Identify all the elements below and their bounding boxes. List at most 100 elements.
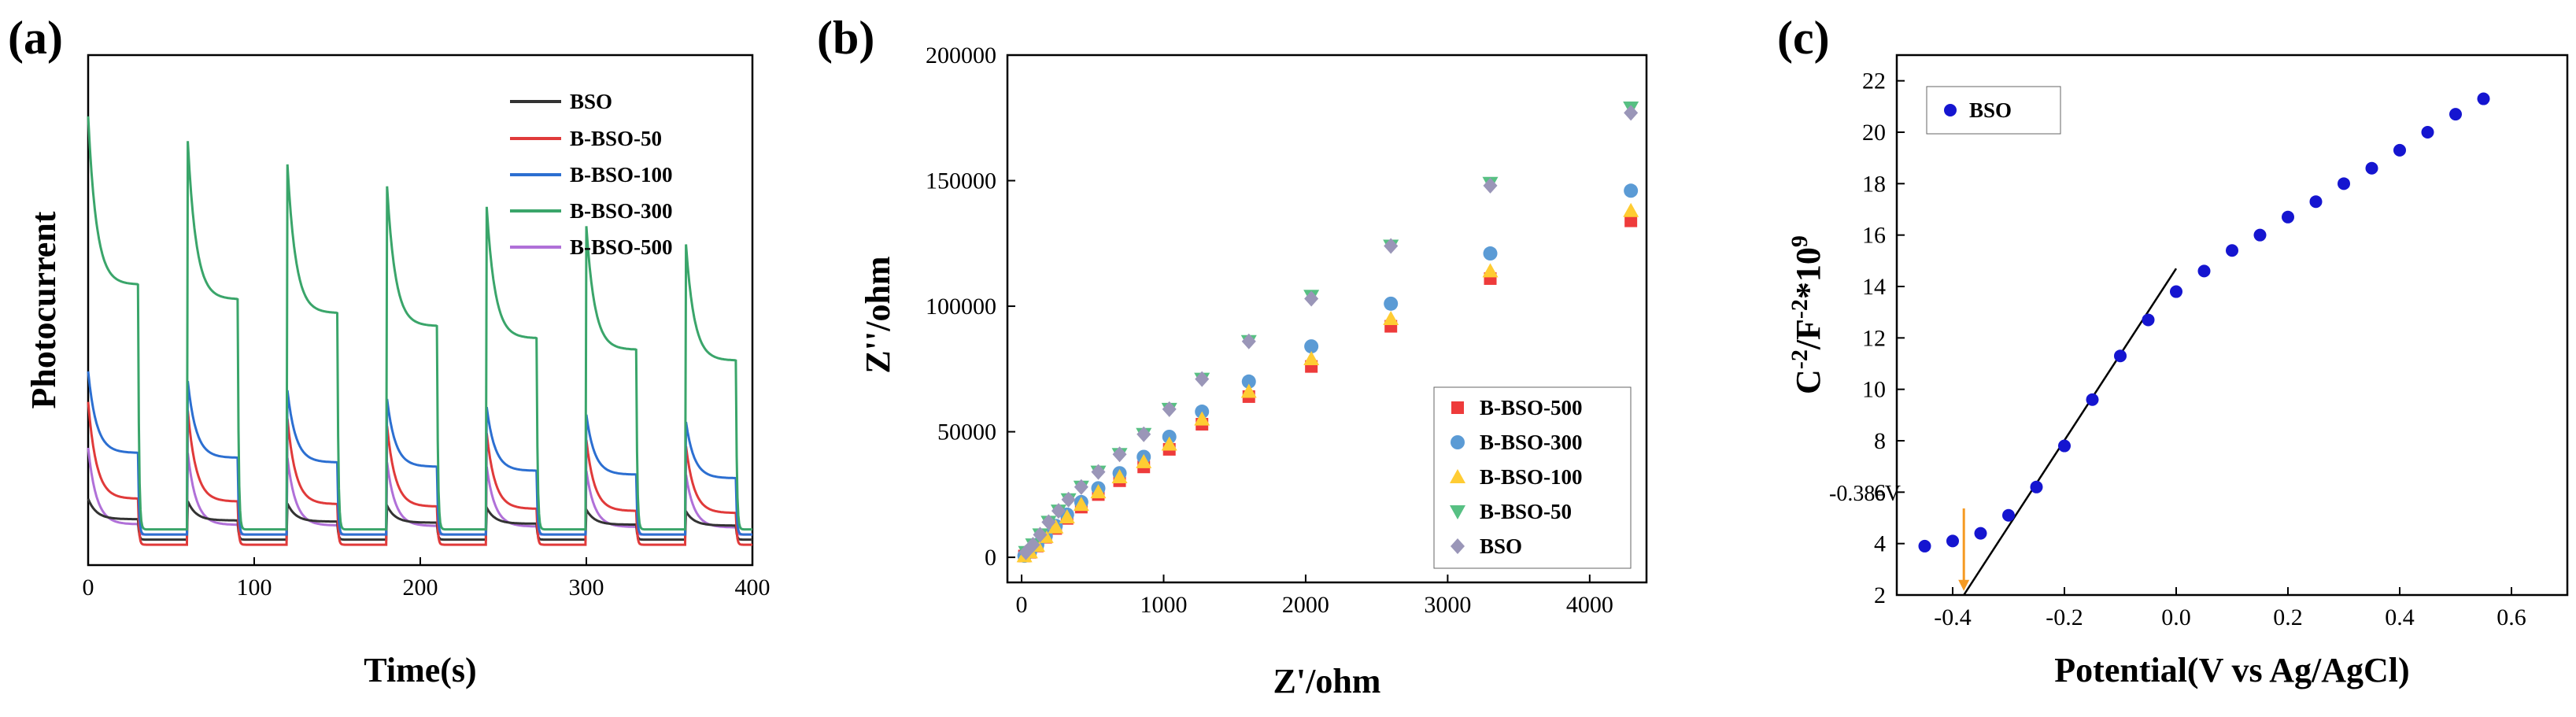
x-tick-label-b: 1000 — [1140, 592, 1187, 618]
x-tick-label-b: 0 — [1016, 592, 1028, 618]
point-bso — [2449, 108, 2462, 121]
ylabel-c-exp2: -2 — [1787, 299, 1813, 319]
y-tick-label-c: 14 — [1862, 274, 1886, 300]
legend-b-glyph-b-bso-500 — [1451, 401, 1464, 414]
legend-a-label-bso: BSO — [570, 90, 612, 113]
point-b-bso-100 — [1136, 453, 1152, 468]
y-tick-label-b: 50000 — [937, 419, 996, 445]
panel-a-letter: (a) — [8, 12, 63, 64]
y-tick-label-c: 12 — [1862, 325, 1886, 351]
point-bso — [1074, 479, 1088, 495]
y-tick-label-b: 100000 — [926, 294, 996, 320]
flatband-arrow — [1958, 508, 1970, 591]
legend-a-label-b-bso-100: B-BSO-100 — [570, 163, 673, 187]
point-b-bso-100 — [1059, 509, 1075, 524]
point-b-bso-100 — [1073, 497, 1089, 512]
point-b-bso-300 — [1624, 183, 1639, 198]
ylabel-c-tail: *10 — [1789, 247, 1828, 299]
series-line-b-bso-100 — [87, 371, 752, 536]
point-bso — [2002, 508, 2015, 522]
x-tick-label-a: 100 — [237, 575, 272, 601]
point-bso — [1136, 426, 1151, 442]
legend-c-marker-bso — [1944, 104, 1957, 116]
point-bso — [1112, 446, 1127, 463]
nyquist-points — [1016, 102, 1639, 564]
axis-ticks-b: 0 1000 2000 3000 4000 0 50000 100000 150000 20000… — [926, 43, 1613, 618]
y-tick-label-b: 150000 — [926, 168, 996, 194]
legend-b-label-b-bso-50: B-BSO-50 — [1480, 500, 1572, 523]
y-tick-label-c: 20 — [1862, 120, 1886, 146]
legend-b-label-b-bso-500: B-BSO-500 — [1480, 396, 1583, 419]
point-bso — [2309, 195, 2323, 209]
legend-b-glyph-b-bso-50 — [1450, 505, 1465, 519]
x-tick-label-a: 300 — [569, 575, 604, 601]
legend-b: B-BSO-500 B-BSO-300 B-BSO-100 B-BSO-50 B… — [1433, 386, 1632, 569]
point-b-bso-100 — [1194, 411, 1210, 426]
y-tick-label-c: 2 — [1874, 582, 1886, 608]
series-line-b-bso-50 — [87, 401, 752, 546]
point-bso — [1162, 401, 1177, 417]
mott-schottky-points — [1918, 92, 2490, 553]
point-bso — [1304, 290, 1319, 307]
y-tick-label-b: 0 — [985, 545, 996, 571]
x-tick-label-a: 0 — [83, 575, 94, 601]
x-tick-label-c: 0.0 — [2161, 604, 2191, 630]
point-b-bso-300 — [1304, 339, 1319, 354]
point-bso — [2226, 244, 2238, 257]
x-tick-label-c: 0.4 — [2385, 604, 2415, 630]
y-tick-label-b: 200000 — [926, 43, 996, 68]
x-axis-label-a: Time(s) — [364, 651, 476, 689]
x-tick-label-c: -0.2 — [2046, 604, 2083, 630]
point-bso — [2393, 143, 2406, 157]
plot-frame-c — [1895, 54, 2569, 597]
ylabel-c-exp1: -2 — [1787, 349, 1813, 369]
point-b-bso-100 — [1623, 202, 1639, 217]
point-bso — [1041, 514, 1056, 530]
x-tick-label-b: 3000 — [1424, 592, 1471, 618]
legend-b-glyph-bso — [1451, 538, 1465, 554]
x-axis-ticks-a: 0 100 200 300 400 — [83, 557, 771, 601]
panel-c-letter: (c) — [1777, 12, 1830, 64]
y-tick-label-c: 6 — [1874, 479, 1886, 505]
legend-b-label-b-bso-300: B-BSO-300 — [1480, 431, 1583, 454]
y-axis-label-a: Photocurrent — [24, 211, 63, 408]
point-b-bso-100 — [1482, 263, 1499, 278]
point-b-bso-300 — [1241, 374, 1256, 389]
y-tick-label-c: 10 — [1862, 377, 1886, 403]
point-bso — [1033, 527, 1048, 543]
legend-a-label-b-bso-50: B-BSO-50 — [570, 127, 662, 150]
legend-c: BSO — [1926, 86, 2061, 135]
x-axis-label-c: Potential(V vs Ag/AgCl) — [2054, 651, 2409, 689]
legend-a-label-b-bso-500: B-BSO-500 — [570, 235, 673, 259]
point-bso — [1918, 539, 1931, 553]
point-b-bso-100 — [1048, 519, 1064, 534]
y-tick-label-c: 4 — [1874, 531, 1886, 557]
ylabel-c-part: C — [1789, 369, 1828, 394]
y-axis-label-b: Z''/ohm — [859, 256, 897, 373]
point-bso — [2142, 313, 2155, 327]
panel-c: (c) -0.4 -0.2 0.0 0.2 0.4 0.6 2 4 6 8 10 12 14 16 18 20… — [1777, 12, 2569, 689]
legend-b-marker-b-bso-300 — [1451, 435, 1465, 449]
point-b-bso-100 — [1111, 469, 1128, 483]
point-b-bso-500 — [1624, 214, 1638, 227]
legend-b-label-bso: BSO — [1480, 534, 1522, 558]
point-bso — [1091, 464, 1106, 480]
point-bso — [2365, 161, 2378, 175]
point-bso — [2421, 126, 2434, 139]
point-bso — [2253, 228, 2267, 242]
x-tick-label-a: 400 — [735, 575, 771, 601]
legend-b-glyph-b-bso-300 — [1451, 435, 1465, 449]
series-line-bso — [87, 498, 752, 541]
x-tick-label-b: 4000 — [1566, 592, 1613, 618]
legend-b-glyph-b-bso-100 — [1450, 469, 1465, 483]
point-bso — [2114, 349, 2127, 363]
legend-a-label-b-bso-300: B-BSO-300 — [570, 199, 673, 223]
x-tick-label-b: 2000 — [1282, 592, 1329, 618]
series-line-b-bso-300 — [87, 116, 752, 531]
x-tick-label-c: 0.6 — [2497, 604, 2526, 630]
point-bso — [2477, 92, 2490, 105]
point-bso — [1051, 503, 1066, 519]
point-bso — [1026, 537, 1040, 553]
legend-b-marker-b-bso-50 — [1450, 505, 1465, 519]
